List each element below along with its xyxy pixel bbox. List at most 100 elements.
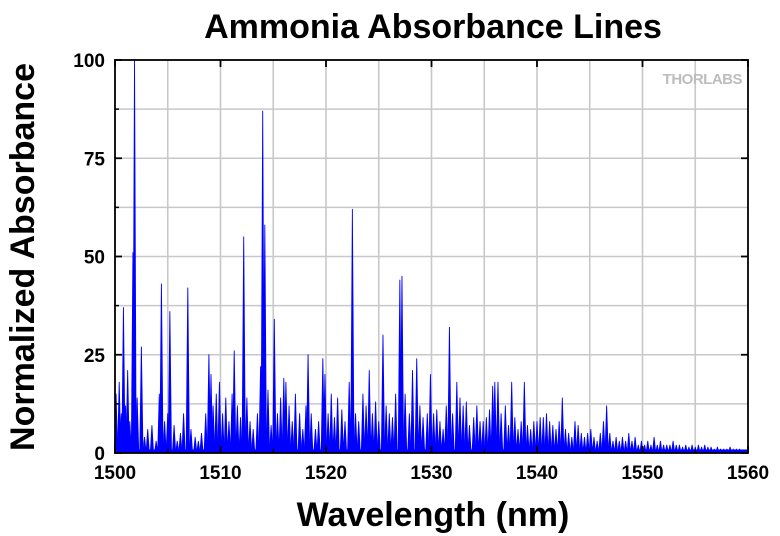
- x-tick-label: 1510: [199, 463, 241, 484]
- absorbance-peak: [477, 421, 483, 454]
- absorbance-peak: [538, 417, 543, 454]
- absorbance-peak: [410, 370, 415, 454]
- absorbance-peak: [238, 417, 243, 454]
- x-tick-label: 1540: [516, 463, 558, 484]
- absorbance-peak: [332, 417, 337, 454]
- absorbance-peak: [515, 428, 521, 454]
- absorbance-peak: [387, 413, 392, 454]
- absorbance-peak: [342, 421, 348, 454]
- absorbance-peak: [499, 413, 504, 454]
- absorbance-peak: [403, 393, 408, 454]
- absorbance-peak: [297, 413, 302, 454]
- absorbance-peak: [528, 428, 533, 454]
- absorbance-peak: [247, 421, 253, 454]
- absorbance-peak: [356, 421, 361, 454]
- absorbance-peak: [464, 401, 469, 454]
- absorbance-peak: [226, 421, 231, 454]
- x-tick-label: 1560: [727, 463, 769, 484]
- absorbance-peak: [290, 421, 295, 454]
- absorbance-peak: [512, 417, 517, 454]
- absorbance-peak: [434, 409, 439, 454]
- absorbance-peak: [335, 397, 340, 454]
- absorbance-peak: [300, 428, 305, 454]
- y-tick-label: 75: [84, 149, 106, 170]
- y-axis-ticks: 0 25 50 75 100: [73, 51, 748, 465]
- absorbance-peak: [360, 393, 365, 454]
- absorbance-peak: [172, 425, 177, 454]
- absorbance-peak: [474, 405, 479, 454]
- absorbance-peak: [145, 428, 150, 454]
- absorbance-peak: [185, 287, 190, 454]
- absorbance-peak: [367, 370, 372, 454]
- x-tick-label: 1530: [410, 463, 452, 484]
- absorbance-peak: [525, 425, 530, 454]
- absorbance-peak: [522, 381, 527, 454]
- absorbance-peak: [275, 413, 280, 454]
- absorbance-peak: [293, 393, 298, 454]
- absorbance-peak: [167, 311, 172, 454]
- chart-title: Ammonia Absorbance Lines: [204, 8, 662, 46]
- absorbance-peak: [541, 417, 546, 454]
- absorbance-peak: [425, 413, 430, 454]
- absorbance-peak: [287, 405, 292, 454]
- absorbance-peak: [467, 425, 472, 454]
- absorbance-peak: [414, 358, 419, 454]
- absorbance-peak: [255, 413, 260, 454]
- absorbance-peak: [162, 421, 167, 454]
- absorbance-peak: [454, 381, 459, 454]
- absorbance-peak: [384, 405, 389, 454]
- absorbance-peak: [269, 425, 274, 454]
- y-tick-label: 50: [84, 248, 105, 269]
- absorbance-peak: [572, 421, 578, 454]
- absorbance-peak: [159, 283, 164, 454]
- absorbance-peak: [447, 326, 452, 454]
- absorbance-peak: [353, 413, 358, 454]
- x-tick-label: 1550: [621, 463, 663, 484]
- absorbance-peak: [380, 334, 386, 454]
- absorbance-peak: [457, 397, 463, 454]
- absorbance-peak: [461, 405, 466, 454]
- absorbance-peak: [244, 397, 249, 454]
- absorbance-peak: [560, 397, 565, 454]
- absorbance-peak: [563, 428, 568, 454]
- absorbance-peak: [407, 413, 412, 454]
- absorbance-peak: [309, 413, 314, 454]
- absorbance-peak: [544, 413, 549, 454]
- absorbance-peak: [370, 413, 375, 454]
- x-tick-label: 1500: [94, 463, 136, 484]
- absorbance-peak: [188, 428, 194, 454]
- absorbance-peak: [484, 417, 489, 454]
- absorbance-peak: [265, 389, 271, 454]
- absorbance-peak: [431, 413, 436, 454]
- absorbance-peak: [313, 428, 318, 454]
- absorbance-peak: [417, 405, 422, 454]
- absorbance-peak: [550, 425, 555, 454]
- absorbance-peak: [373, 401, 378, 454]
- y-tick-label: 25: [84, 346, 106, 367]
- absorbance-peak: [471, 417, 476, 454]
- absorbance-peak: [421, 417, 426, 454]
- x-axis-label: Wavelength (nm): [297, 496, 570, 534]
- absorbance-peak: [450, 413, 455, 454]
- absorbance-peak: [487, 409, 492, 454]
- absorbance-peak: [203, 413, 208, 454]
- absorbance-peak: [364, 405, 369, 454]
- absorbance-peak: [604, 405, 609, 454]
- absorbance-peak: [393, 393, 398, 454]
- thorlabs-watermark: THORLABS: [663, 71, 743, 88]
- absorbance-peak: [139, 346, 144, 454]
- absorbance-peak: [326, 413, 331, 454]
- absorbance-peak: [232, 350, 237, 454]
- absorbance-peak: [390, 417, 395, 454]
- absorbance-peak: [241, 236, 246, 454]
- absorbance-peak: [214, 393, 219, 454]
- y-tick-label: 0: [94, 444, 105, 465]
- absorbance-peak: [437, 421, 442, 454]
- absorbance-peak: [495, 381, 501, 454]
- absorbance-peak: [316, 421, 321, 454]
- absorbance-peak: [283, 381, 288, 454]
- absorbance-peak: [601, 421, 606, 454]
- absorbance-peak: [220, 413, 225, 454]
- absorbance-peak: [492, 381, 497, 454]
